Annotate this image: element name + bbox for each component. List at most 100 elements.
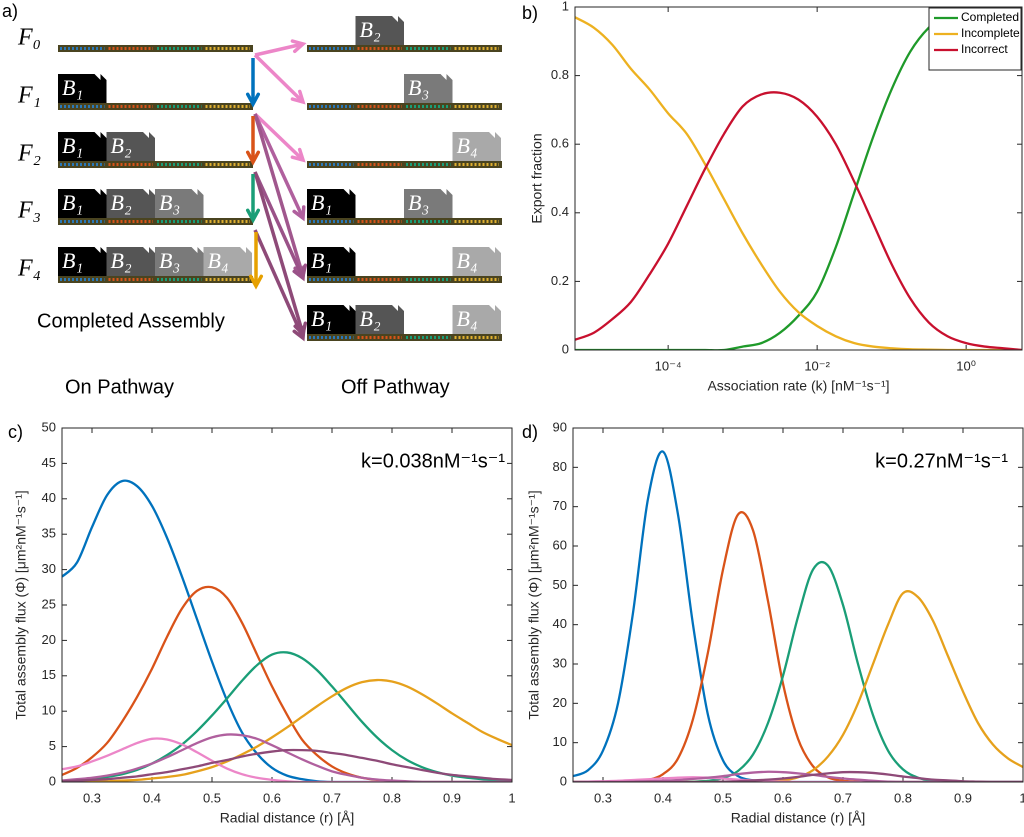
panel-label: d) [522,422,538,442]
line [62,737,512,782]
block-label: B₁ [62,75,83,100]
y-tick-label: 30 [553,655,567,670]
y-tick-label: 20 [553,695,567,710]
plot-frame [574,6,1023,351]
row-label: F₁ [17,83,41,109]
line [62,585,512,782]
arrow-head [245,92,261,108]
y-axis-label: Total assembly flux (Φ) [μm²nM⁻¹s⁻¹] [526,490,542,719]
arrow [253,171,306,282]
strip [58,218,253,225]
block-label: B₁ [311,248,332,273]
arrow-head [245,150,261,166]
block-label: B₃ [408,75,429,100]
y-tick-label: 45 [42,455,56,470]
arrow-shaft [254,42,304,57]
block-label: B₄ [457,248,478,273]
block [106,189,155,218]
block-label: B₃ [408,190,429,215]
block [203,247,252,276]
arrow-shaft [253,171,305,335]
arrow [253,53,306,105]
arrow-head [292,325,306,342]
strip [307,103,502,110]
arrow-head [248,274,264,290]
block [404,74,453,103]
plot-frame [572,427,1024,783]
y-tick-label: 35 [42,526,56,541]
strip [307,276,502,283]
completed-label: Completed Assembly [37,310,225,332]
x-tick-label: 0.8 [894,790,912,805]
y-tick-label: 80 [553,459,567,474]
x-tick-label: 0.3 [83,790,101,805]
arrow-shaft [253,113,305,277]
y-tick-label: 0.4 [551,204,569,219]
block-label: B₂ [111,190,132,215]
block [355,16,404,45]
block [106,247,155,276]
y-tick-label: 15 [42,667,56,682]
block [58,189,107,218]
x-tick-label: 1 [508,790,515,805]
block [58,132,107,161]
row-label: F₄ [17,256,41,282]
x-tick-label: 0.6 [263,790,281,805]
line [62,479,512,782]
block-label: B₄ [457,306,478,331]
x-tick-label: 0.5 [203,790,221,805]
arrow-shaft [253,112,305,162]
arrow-head [292,265,306,282]
line [575,16,1022,350]
y-tick-label: 40 [42,490,56,505]
x-tick-label: 10⁻⁴ [655,358,682,373]
y-tick-label: 20 [42,632,56,647]
strip [58,161,253,168]
arrow [245,116,261,166]
y-tick-label: 50 [42,419,56,434]
x-tick-label: 0.4 [143,790,161,805]
block [58,74,107,103]
x-axis-label: Radial distance (r) [Å] [731,810,866,826]
block-label: B₂ [360,306,381,331]
panel-label: c) [8,422,23,442]
y-tick-label: 30 [42,561,56,576]
arrow [254,39,307,57]
y-tick-label: 40 [553,616,567,631]
x-tick-label: 10⁻² [804,358,830,373]
block-label: B₁ [62,133,83,158]
line [573,770,1023,782]
y-tick-label: 0 [49,773,56,788]
block [155,189,204,218]
strip [307,161,502,168]
block [452,247,501,276]
panel-a: a) Completed Assembly On Pathway Off Pat… [2,1,502,398]
block [452,132,501,161]
block-label: B₄ [208,248,229,273]
strip [307,334,502,341]
y-axis-label: Total assembly flux (Φ) [μm²nM⁻¹s⁻¹] [13,490,29,719]
strip [307,45,502,52]
block-label: B₂ [111,248,132,273]
block-label: B₃ [159,248,180,273]
line [575,91,1022,350]
block-label: B₁ [62,248,83,273]
x-tick-label: 0.9 [954,790,972,805]
line [573,776,1023,782]
arrow [245,58,261,108]
y-tick-label: 10 [42,703,56,718]
arrow [253,112,306,163]
x-axis-label: Radial distance (r) [Å] [220,810,355,826]
on-pathway-label: On Pathway [65,376,174,398]
block [355,305,404,334]
y-tick-label: 50 [553,577,567,592]
block [307,305,356,334]
legend-label: Incomplete [961,26,1020,40]
y-tick-label: 70 [553,498,567,513]
y-tick-label: 90 [553,419,567,434]
y-tick-label: 0 [560,773,567,788]
row-label: F₂ [17,141,41,167]
block-label: B₁ [311,306,332,331]
arrow [253,229,306,342]
block-label: B₂ [111,133,132,158]
